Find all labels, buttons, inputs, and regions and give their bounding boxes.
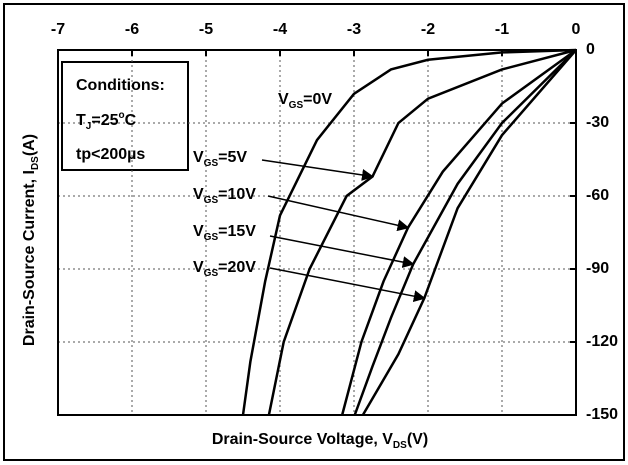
curve-label-part: GS bbox=[204, 268, 219, 279]
y-tick-label: -30 bbox=[586, 114, 609, 131]
curve-label-part: =15V bbox=[218, 223, 256, 240]
conditions-tj-part: C bbox=[125, 112, 137, 129]
curve-label: VGS=0V bbox=[278, 91, 332, 110]
y-axis-label-part: DS bbox=[30, 156, 41, 170]
x-axis-label-part: (V) bbox=[407, 431, 428, 448]
conditions-tj-part: T bbox=[76, 112, 86, 129]
curve-label: VGS=15V bbox=[193, 223, 256, 242]
y-tick-label: -150 bbox=[586, 406, 618, 423]
curve-label-part: GS bbox=[289, 100, 304, 111]
x-tick-label: -6 bbox=[125, 21, 139, 38]
x-axis-label-part: DS bbox=[393, 440, 407, 451]
curve-label-part: =0V bbox=[303, 91, 332, 108]
conditions-tp: tp<200µs bbox=[76, 146, 145, 163]
y-tick-label: 0 bbox=[586, 41, 595, 58]
arrow bbox=[269, 267, 426, 303]
curve bbox=[361, 49, 577, 416]
curve bbox=[353, 49, 577, 416]
curve-label-part: =10V bbox=[218, 186, 256, 203]
x-tick-label: -3 bbox=[347, 21, 361, 38]
curve-label-part: =20V bbox=[218, 259, 256, 276]
curve-label-part: V bbox=[278, 91, 289, 108]
conditions-box bbox=[61, 61, 189, 171]
conditions-tj-part: J bbox=[86, 121, 92, 132]
x-axis-label: Drain-Source Voltage, VDS(V) bbox=[212, 431, 428, 450]
arrow bbox=[267, 195, 410, 232]
curve-label: VGS=10V bbox=[193, 186, 256, 205]
x-tick-label: -7 bbox=[51, 21, 65, 38]
curve-label: VGS=5V bbox=[193, 149, 247, 168]
curve-label: VGS=20V bbox=[193, 259, 256, 278]
x-tick-label: -4 bbox=[273, 21, 287, 38]
y-tick-label: -90 bbox=[586, 260, 609, 277]
curve-label-part: GS bbox=[204, 158, 219, 169]
y-axis-label-part: Drain-Source Current, I bbox=[21, 170, 38, 346]
conditions-tj-part: =25 bbox=[91, 112, 118, 129]
x-tick-label: -2 bbox=[421, 21, 435, 38]
curve-label-part: =5V bbox=[218, 149, 247, 166]
curve-label-part: V bbox=[193, 186, 204, 203]
curve-label-part: V bbox=[193, 149, 204, 166]
conditions-tj: TJ=25oC bbox=[76, 110, 137, 132]
curve-label-part: V bbox=[193, 259, 204, 276]
conditions-title: Conditions: bbox=[76, 77, 165, 94]
curve bbox=[340, 48, 577, 416]
x-tick-label: 0 bbox=[572, 21, 581, 38]
y-tick-label: -120 bbox=[586, 333, 618, 350]
curve-label-part: GS bbox=[204, 195, 219, 206]
x-tick-label: -1 bbox=[495, 21, 509, 38]
curve bbox=[241, 48, 577, 416]
arrow bbox=[261, 159, 374, 181]
x-tick-label: -5 bbox=[199, 21, 213, 38]
curve-label-part: GS bbox=[204, 232, 219, 243]
x-axis-label-part: Drain-Source Voltage, V bbox=[212, 431, 393, 448]
conditions-tj-part: o bbox=[118, 110, 124, 121]
y-axis-label-part: (A) bbox=[21, 134, 38, 156]
arrow bbox=[269, 235, 415, 268]
plot-border bbox=[57, 49, 577, 416]
y-tick-label: -60 bbox=[586, 187, 609, 204]
curve-label-part: V bbox=[193, 223, 204, 240]
frame bbox=[3, 3, 625, 461]
y-axis-label: Drain-Source Current, IDS(A) bbox=[21, 134, 40, 346]
